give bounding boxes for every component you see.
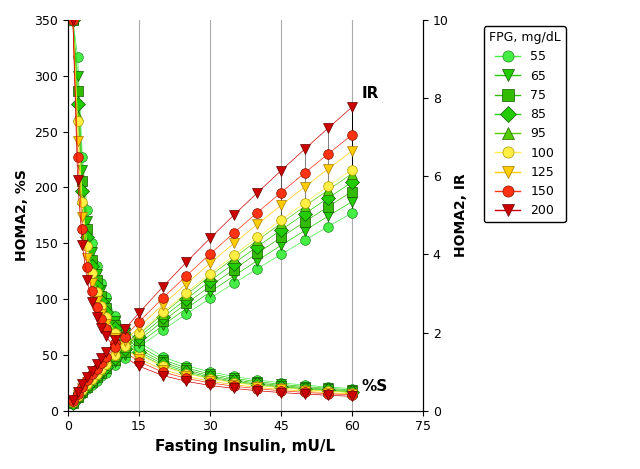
Y-axis label: HOMA2, IR: HOMA2, IR bbox=[454, 174, 468, 257]
Legend: 55, 65, 75, 85, 95, 100, 125, 150, 200: 55, 65, 75, 85, 95, 100, 125, 150, 200 bbox=[484, 26, 566, 222]
Y-axis label: HOMA2, %S: HOMA2, %S bbox=[15, 169, 29, 261]
X-axis label: Fasting Insulin, mU/L: Fasting Insulin, mU/L bbox=[156, 439, 335, 454]
Text: IR: IR bbox=[362, 86, 379, 101]
Text: %S: %S bbox=[362, 378, 388, 393]
